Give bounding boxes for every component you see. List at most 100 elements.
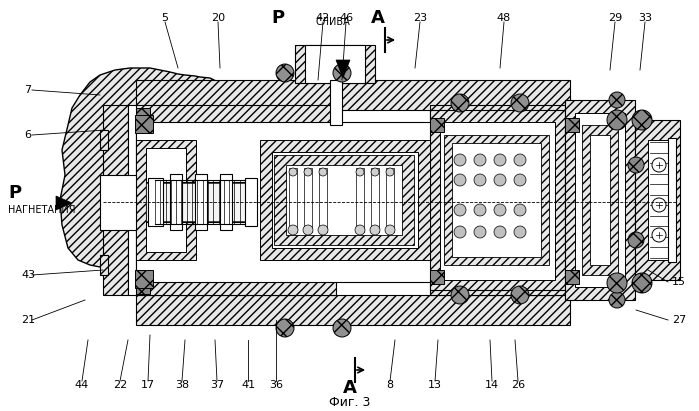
- Bar: [220, 174, 232, 230]
- Text: 20: 20: [211, 13, 225, 23]
- Circle shape: [628, 157, 644, 173]
- Circle shape: [304, 168, 312, 176]
- Circle shape: [514, 174, 526, 186]
- Bar: [128, 105, 136, 295]
- Bar: [430, 110, 565, 290]
- Bar: [245, 178, 257, 226]
- Circle shape: [385, 225, 395, 235]
- Circle shape: [386, 168, 394, 176]
- Bar: [305, 45, 365, 83]
- Bar: [100, 255, 108, 275]
- Bar: [135, 115, 153, 133]
- Circle shape: [454, 204, 466, 216]
- Circle shape: [494, 154, 506, 166]
- Circle shape: [474, 226, 486, 238]
- Circle shape: [454, 154, 466, 166]
- Polygon shape: [56, 196, 72, 210]
- Bar: [136, 280, 336, 295]
- Circle shape: [652, 158, 666, 172]
- Text: Р: Р: [271, 9, 284, 27]
- Text: А: А: [343, 379, 357, 397]
- Circle shape: [454, 226, 466, 238]
- Bar: [330, 80, 342, 125]
- Circle shape: [652, 228, 666, 242]
- Circle shape: [370, 225, 380, 235]
- Text: А: А: [371, 9, 385, 27]
- Bar: [146, 148, 186, 252]
- Bar: [100, 175, 136, 230]
- Circle shape: [289, 168, 297, 176]
- Bar: [668, 138, 676, 262]
- Circle shape: [511, 286, 529, 304]
- Text: 7: 7: [24, 85, 31, 95]
- Bar: [135, 270, 153, 288]
- Bar: [295, 45, 375, 83]
- Bar: [274, 155, 414, 245]
- Circle shape: [333, 319, 351, 337]
- Polygon shape: [336, 60, 350, 78]
- Circle shape: [514, 226, 526, 238]
- Bar: [565, 270, 579, 284]
- Bar: [386, 168, 394, 232]
- Bar: [286, 165, 402, 235]
- Bar: [430, 105, 570, 120]
- Text: 14: 14: [485, 380, 499, 390]
- Circle shape: [474, 154, 486, 166]
- Bar: [635, 120, 680, 280]
- Bar: [565, 118, 579, 132]
- Text: 22: 22: [113, 380, 127, 390]
- Bar: [136, 105, 336, 123]
- Circle shape: [607, 273, 627, 293]
- Bar: [452, 143, 541, 257]
- Text: 26: 26: [511, 380, 525, 390]
- Bar: [304, 168, 312, 232]
- Text: 17: 17: [141, 380, 155, 390]
- Circle shape: [632, 273, 652, 293]
- Circle shape: [494, 174, 506, 186]
- Circle shape: [355, 225, 365, 235]
- Circle shape: [371, 168, 379, 176]
- Bar: [565, 100, 635, 300]
- Text: НАГНЕТАНИЯ: НАГНЕТАНИЯ: [8, 205, 75, 215]
- Bar: [590, 135, 610, 265]
- Bar: [136, 108, 150, 122]
- Text: 5: 5: [161, 13, 168, 23]
- Bar: [100, 130, 108, 150]
- Text: 8: 8: [387, 380, 394, 390]
- Circle shape: [451, 94, 469, 112]
- Text: 46: 46: [339, 13, 353, 23]
- Circle shape: [356, 168, 364, 176]
- Text: 44: 44: [75, 380, 89, 390]
- Circle shape: [451, 286, 469, 304]
- Circle shape: [632, 110, 652, 130]
- Text: 13: 13: [428, 380, 442, 390]
- Bar: [170, 174, 182, 230]
- Bar: [148, 178, 163, 226]
- Circle shape: [318, 225, 328, 235]
- Bar: [430, 118, 444, 132]
- Polygon shape: [60, 68, 240, 272]
- Text: 37: 37: [210, 380, 224, 390]
- Circle shape: [494, 204, 506, 216]
- Bar: [440, 122, 555, 280]
- Bar: [136, 122, 566, 282]
- Text: 43: 43: [21, 270, 35, 280]
- Bar: [356, 168, 364, 232]
- Text: 23: 23: [413, 13, 427, 23]
- Text: Фиг. 3: Фиг. 3: [329, 395, 370, 409]
- Bar: [136, 295, 570, 325]
- Text: 27: 27: [672, 315, 686, 325]
- Circle shape: [514, 204, 526, 216]
- Text: 48: 48: [497, 13, 511, 23]
- Bar: [136, 280, 150, 294]
- Circle shape: [514, 154, 526, 166]
- Bar: [444, 135, 549, 265]
- Text: 38: 38: [175, 380, 189, 390]
- Text: 33: 33: [638, 13, 652, 23]
- Bar: [136, 140, 196, 260]
- Circle shape: [474, 204, 486, 216]
- Bar: [260, 140, 430, 260]
- Bar: [430, 282, 570, 295]
- Circle shape: [609, 292, 625, 308]
- Circle shape: [288, 225, 298, 235]
